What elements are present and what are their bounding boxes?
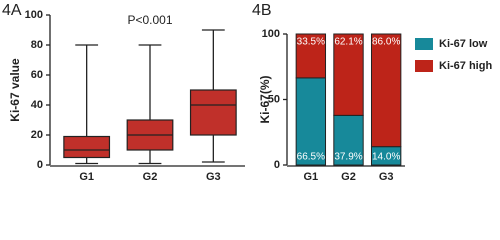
y-tick-label: 60 [31,69,43,81]
bar-segment [333,33,364,116]
value-label: 37.9% [334,152,362,163]
x-tick-label: G2 [341,171,356,183]
y-tick-label: 20 [31,129,43,141]
legend-label: Ki-67 high [439,60,492,72]
value-label: 14.0% [372,152,400,163]
y-axis-label: Ki-67(%) [258,75,272,123]
box [189,89,237,136]
x-tick-label: G1 [303,171,318,183]
bar-segment [370,33,402,148]
bar-segment [295,33,327,79]
chart: 4A Ki-67 value 0 20 40 60 80 100 G1 G2 G3 P<0.001 4B… [2,2,492,183]
box [63,135,111,159]
y-tick-label: 40 [31,99,43,111]
y-tick-label: 0 [37,159,43,171]
value-label: 66.5% [297,152,325,163]
value-label: 33.5% [297,37,325,48]
y-axis-label: Ki-67 value [8,58,22,122]
chart-title: 4A [2,2,22,19]
y-tick-label: 100 [262,28,280,40]
value-label: 62.1% [334,37,362,48]
legend-label: Ki-67 low [439,38,488,50]
annotation: P<0.001 [127,13,172,27]
x-tick-label: G3 [379,171,394,183]
legend-swatch [415,60,433,72]
legend-swatch [415,38,433,50]
y-tick-label: 0 [274,159,280,171]
page: 4A Ki-67 value 0 20 40 60 80 100 G1 G2 G3 P<0.001 4B… [2,2,493,183]
bar-segment [333,114,364,166]
value-label: 86.0% [372,37,400,48]
y-tick-label: 50 [268,93,280,105]
x-tick-label: G1 [79,171,94,183]
x-tick-label: G3 [206,171,221,183]
y-tick-label: 100 [25,9,43,21]
chart-title: 4B [252,2,272,19]
x-tick-label: G2 [143,171,158,183]
y-tick-label: 80 [31,39,43,51]
